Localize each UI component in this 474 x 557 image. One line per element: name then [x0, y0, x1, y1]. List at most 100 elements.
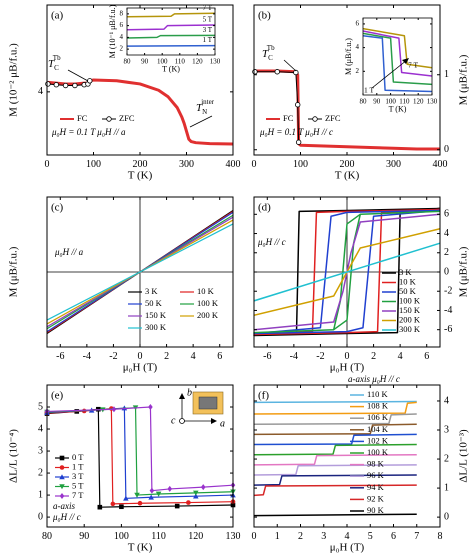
x-axis-label: μ₀H (T) — [123, 362, 158, 374]
x-tick-label: 6 — [391, 531, 396, 542]
y-axis-label: M (10⁻¹ μB/f.u.) — [108, 4, 117, 58]
annotation-sup: inter — [201, 98, 214, 106]
icon-label: a — [220, 418, 225, 429]
legend-label: 100 K — [367, 447, 389, 457]
y-tick-label: 2 — [120, 45, 124, 53]
marker — [137, 500, 143, 506]
legend-label: 5 T — [72, 480, 84, 490]
y-tick-label: 4 — [120, 33, 124, 41]
legend-marker — [106, 116, 112, 122]
annotation: TC Tb — [262, 44, 275, 62]
legend-label: 7 T — [72, 490, 84, 500]
icon-chip — [198, 396, 218, 410]
legend-label: 102 K — [367, 435, 389, 445]
x-tick-label: 200 — [340, 159, 355, 170]
condition-label: μ₀H // a — [54, 247, 84, 257]
x-axis-label: T (K) — [335, 170, 360, 182]
x-tick-label: 2 — [298, 531, 303, 542]
annotation-sup: Tb — [267, 44, 275, 52]
x-tick-label: 200 — [133, 159, 148, 170]
condition-label: a-axis — [53, 501, 75, 511]
marker — [111, 406, 117, 413]
legend-label: 110 K — [367, 389, 389, 399]
x-axis-label: T (K) — [162, 65, 180, 74]
inset-annotation: 7 T — [408, 61, 418, 70]
x-tick-label: 300 — [179, 159, 194, 170]
marker — [87, 78, 93, 84]
panel-label: (f) — [258, 390, 269, 402]
legend-label: 104 K — [367, 424, 389, 434]
x-tick-label: 100 — [157, 57, 168, 65]
legend-label: 50 K — [399, 286, 417, 296]
line-label: 1 T — [203, 36, 213, 44]
marker — [45, 81, 51, 87]
x-tick-label: 80 — [360, 97, 368, 105]
condition-label: μ₀H // c — [257, 237, 286, 247]
legend-label: 50 K — [145, 298, 163, 308]
line-label: 3 T — [203, 26, 213, 34]
data-line — [253, 484, 417, 497]
x-tick-label: 80 — [124, 57, 132, 65]
data-line — [253, 474, 417, 486]
marker — [123, 495, 129, 501]
y-tick-label: -4 — [444, 305, 452, 316]
x-tick-label: 5 — [368, 531, 373, 542]
legend-label: ZFC — [119, 113, 135, 123]
legend-marker — [59, 493, 65, 499]
inset-arrowhead — [402, 58, 409, 64]
y-axis-label: ΔL/L (10⁻⁴) — [8, 429, 20, 483]
marker — [72, 82, 78, 89]
x-tick-label: 400 — [226, 159, 241, 170]
x-tick-label: 90 — [373, 97, 381, 105]
legend-label: 98 K — [367, 459, 385, 469]
y-tick-label: 2 — [444, 247, 449, 258]
data-line — [46, 223, 234, 321]
y-tick-label: 4 — [356, 43, 360, 51]
icon-label: c — [171, 415, 176, 426]
y-tick-label: 1 — [444, 69, 449, 80]
x-tick-label: 0 — [138, 351, 143, 362]
x-tick-label: 100 — [114, 531, 129, 542]
panel-label: (b) — [258, 10, 271, 22]
marker — [149, 487, 155, 494]
marker — [295, 139, 302, 145]
legend-label: 100 K — [197, 298, 219, 308]
annotation-sup: Tb — [53, 54, 61, 62]
marker — [193, 490, 199, 496]
legend-marker — [59, 455, 65, 461]
legend-marker — [312, 116, 318, 122]
condition-label: μ₀H = 0.1 T μ₀H // c — [259, 127, 333, 137]
legend-label: 90 K — [367, 505, 385, 515]
x-tick-label: 300 — [386, 159, 401, 170]
data-line — [126, 24, 216, 31]
y-tick-label: 0 — [444, 144, 449, 155]
data-line — [253, 433, 417, 446]
data-line — [126, 12, 216, 18]
x-tick-label: 120 — [413, 97, 424, 105]
data-line — [253, 423, 417, 436]
x-tick-label: 3 — [321, 531, 326, 542]
marker — [110, 501, 116, 507]
x-tick-label: 100 — [86, 159, 101, 170]
x-tick-label: 0 — [45, 159, 50, 170]
annotation-sub: C — [54, 64, 59, 72]
annotation-sub: C — [268, 54, 273, 62]
data-line — [253, 413, 417, 425]
legend-label: 96 K — [367, 470, 385, 480]
x-tick-label: 6 — [217, 351, 222, 362]
x-axis-label: T (K) — [389, 105, 407, 114]
y-axis-label: M (μB/f.u.) — [344, 38, 353, 75]
marker — [293, 69, 299, 76]
inset-annotation: 1 T — [364, 86, 374, 95]
legend-label: FC — [283, 113, 294, 123]
marker — [134, 492, 140, 498]
y-tick-label: 6 — [444, 209, 449, 220]
legend-label: 3 K — [399, 267, 412, 277]
x-axis-label: μ₀H (T) — [330, 542, 365, 554]
x-tick-label: 110 — [175, 57, 186, 65]
y-tick-label: 5 — [38, 401, 43, 412]
x-tick-label: 0 — [345, 351, 350, 362]
y-tick-label: 6 — [120, 21, 124, 29]
marker — [274, 69, 280, 75]
